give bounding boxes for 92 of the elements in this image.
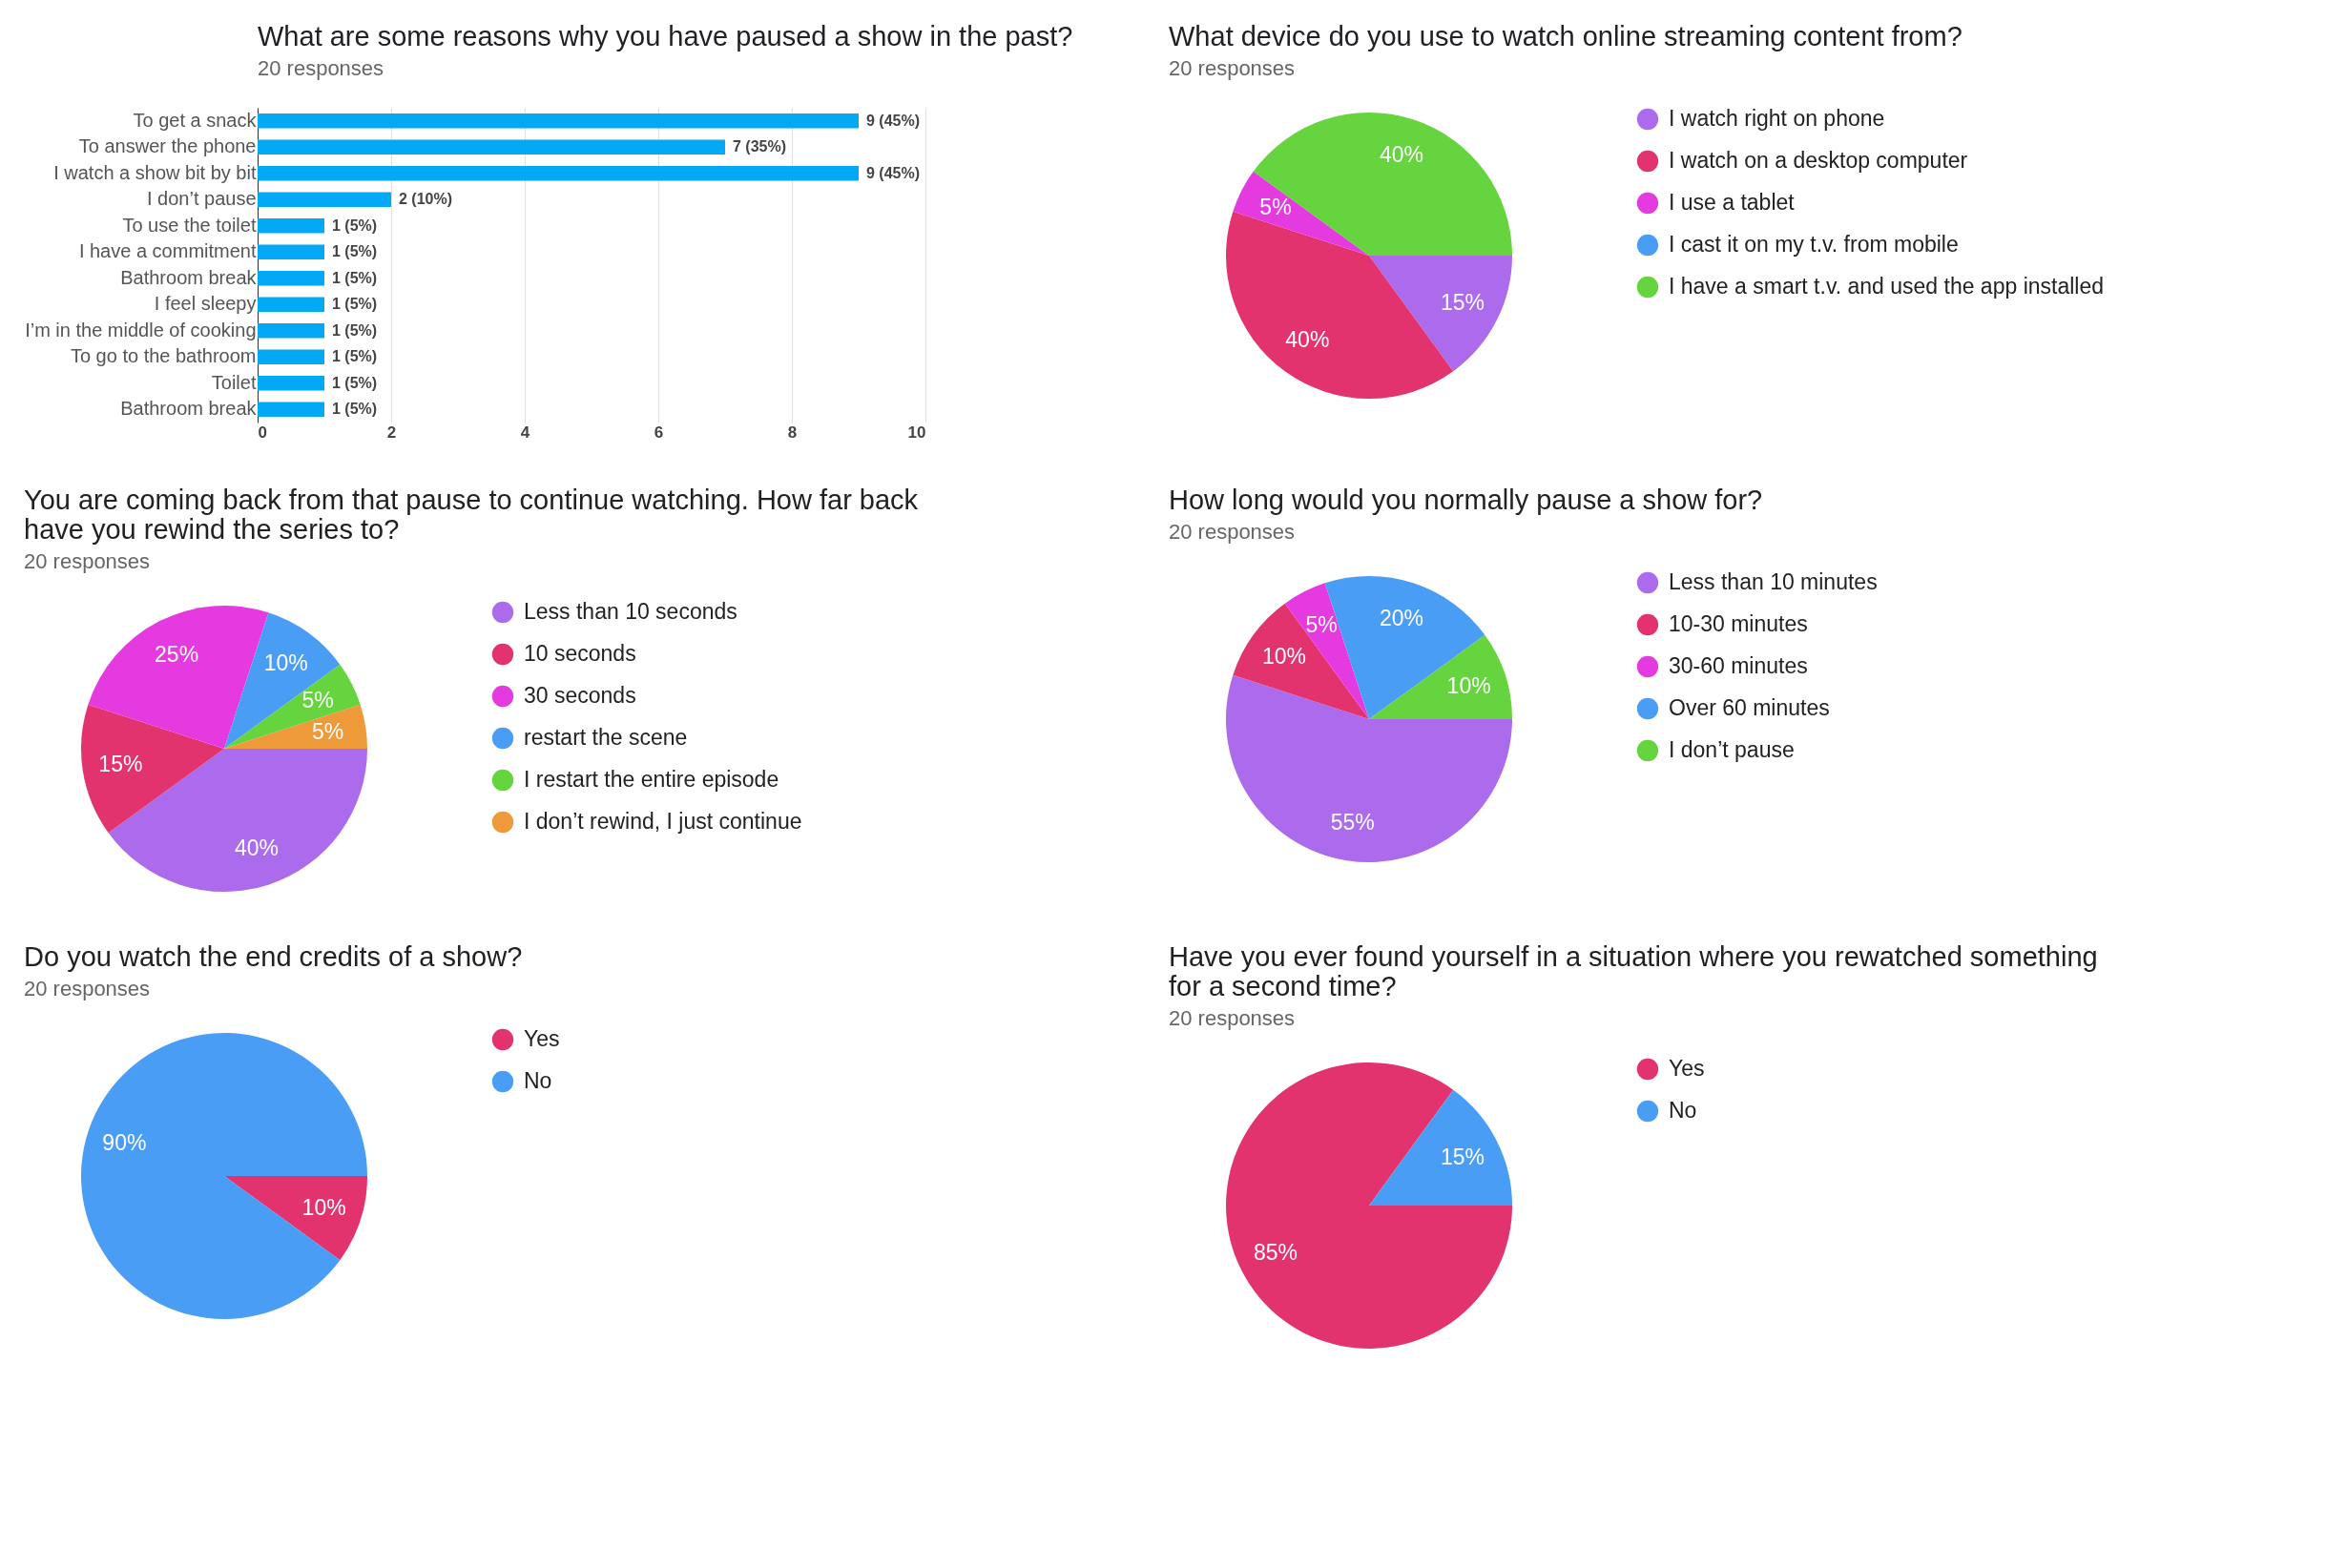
y-tick-label: I don’t pause bbox=[146, 188, 257, 210]
y-tick-label: Toilet bbox=[211, 371, 257, 393]
chart-title: You are coming back from that pause to continue watching. How far back have you rewind the series to? bbox=[24, 485, 919, 545]
legend-label: I don’t pause bbox=[1669, 737, 1795, 762]
data-label: 40% bbox=[1285, 326, 1330, 352]
legend-label: Yes bbox=[524, 1026, 560, 1051]
chart-title: What are some reasons why you have paused a show in the past? bbox=[258, 21, 1073, 52]
chart-subtitle: 20 responses bbox=[24, 977, 151, 1001]
chart-title: What device do you use to watch online streaming content from? bbox=[1169, 21, 1963, 52]
legend-label: No bbox=[524, 1068, 552, 1093]
data-label: 90% bbox=[102, 1130, 147, 1156]
y-tick-label: To get a snack bbox=[133, 109, 258, 131]
legend-label: 30-60 minutes bbox=[1669, 653, 1808, 678]
pie-slice bbox=[224, 1176, 367, 1261]
pie-slice bbox=[1369, 1089, 1512, 1206]
data-label: 5% bbox=[312, 718, 344, 744]
legend-label: I cast it on my t.v. from mobile bbox=[1669, 232, 1959, 257]
pie-slice bbox=[1369, 256, 1512, 372]
y-tick-label: To answer the phone bbox=[78, 135, 257, 157]
data-label: 1 (5%) bbox=[332, 348, 378, 365]
legend-label: I use a tablet bbox=[1669, 190, 1796, 215]
data-label: 1 (5%) bbox=[332, 321, 378, 339]
chart-subtitle: 20 responses bbox=[24, 549, 151, 573]
data-label: 9 (45%) bbox=[866, 112, 921, 129]
y-tick-label: To use the toilet bbox=[122, 214, 257, 236]
y-tick-label: I feel sleepy bbox=[154, 293, 257, 315]
legend-label: Over 60 minutes bbox=[1669, 695, 1830, 720]
legend-label: I don’t rewind, I just continue bbox=[524, 809, 802, 834]
chart-subtitle: 20 responses bbox=[1169, 520, 1296, 544]
legend-label: Less than 10 seconds bbox=[524, 599, 737, 624]
data-label: 10% bbox=[263, 650, 308, 676]
data-label: 40% bbox=[234, 835, 280, 860]
x-tick-label: 2 bbox=[386, 423, 397, 442]
legend-label: Less than 10 minutes bbox=[1669, 569, 1878, 594]
data-label: 10% bbox=[301, 1194, 346, 1220]
y-tick-label: I’m in the middle of cooking bbox=[25, 319, 257, 340]
data-label: 2 (10%) bbox=[399, 191, 453, 208]
data-label: 1 (5%) bbox=[332, 374, 378, 391]
chart-subtitle: 20 responses bbox=[1169, 56, 1296, 80]
legend-label: I watch on a desktop computer bbox=[1669, 148, 1968, 173]
data-label: 10% bbox=[1261, 644, 1307, 670]
chart-title: Have you ever found yourself in a situation where you rewatched something for a second time? bbox=[1169, 941, 2098, 1001]
legend-label: No bbox=[1669, 1098, 1697, 1123]
data-label: 20% bbox=[1379, 606, 1424, 631]
pie-slice bbox=[1233, 603, 1369, 719]
data-label: 55% bbox=[1330, 809, 1375, 835]
legend-label: I restart the entire episode bbox=[524, 767, 779, 792]
pie-slice bbox=[81, 704, 224, 834]
data-label: 1 (5%) bbox=[332, 269, 378, 286]
x-tick-label: 8 bbox=[787, 423, 798, 442]
chart-title: Do you watch the end credits of a show? bbox=[24, 941, 523, 972]
data-label: 10% bbox=[1446, 673, 1491, 699]
pie-slice bbox=[1226, 674, 1512, 862]
x-tick-label: 6 bbox=[654, 423, 664, 442]
data-label: 40% bbox=[1379, 142, 1424, 168]
y-tick-label: Bathroom break bbox=[120, 398, 258, 420]
data-label: 7 (35%) bbox=[733, 138, 787, 155]
y-tick-label: Bathroom break bbox=[120, 266, 258, 288]
x-tick-label: 0 bbox=[258, 423, 267, 442]
data-label: 85% bbox=[1253, 1239, 1298, 1265]
data-label: 1 (5%) bbox=[332, 401, 378, 418]
legend-label: 10-30 minutes bbox=[1669, 611, 1808, 636]
y-tick-label: I watch a show bit by bit bbox=[53, 161, 257, 183]
data-label: 1 (5%) bbox=[332, 243, 378, 260]
x-tick-label: 4 bbox=[520, 423, 530, 442]
data-label: 15% bbox=[98, 752, 143, 777]
data-label: 5% bbox=[1305, 611, 1338, 637]
data-label: 1 (5%) bbox=[332, 296, 378, 313]
chart-subtitle: 20 responses bbox=[1169, 1006, 1296, 1030]
legend-label: I have a smart t.v. and used the app installed bbox=[1669, 274, 2105, 299]
legend-label: I watch right on phone bbox=[1669, 106, 1885, 131]
pie-slice bbox=[1369, 634, 1512, 719]
pie-slice bbox=[1253, 113, 1512, 256]
legend-label: 10 seconds bbox=[524, 641, 636, 666]
y-tick-label: I have a commitment bbox=[78, 240, 257, 262]
y-tick-label: To go to the bathroom bbox=[70, 345, 257, 367]
data-label: 9 (45%) bbox=[866, 164, 921, 181]
data-label: 5% bbox=[1259, 195, 1292, 220]
legend-label: restart the scene bbox=[524, 725, 688, 750]
data-label: 15% bbox=[1440, 1145, 1485, 1170]
data-label: 15% bbox=[1440, 289, 1485, 315]
chart-title: How long would you normally pause a show for? bbox=[1169, 485, 1763, 515]
legend-label: 30 seconds bbox=[524, 683, 636, 708]
chart-subtitle: 20 responses bbox=[258, 56, 384, 80]
data-label: 5% bbox=[301, 688, 334, 713]
data-label: 1 (5%) bbox=[332, 217, 378, 234]
x-tick-label: 10 bbox=[907, 423, 926, 442]
legend-label: Yes bbox=[1669, 1056, 1705, 1081]
pie-slice bbox=[1226, 1063, 1512, 1349]
pie-slice bbox=[1233, 171, 1369, 256]
data-label: 25% bbox=[155, 641, 199, 667]
pie-slice bbox=[81, 1033, 367, 1319]
